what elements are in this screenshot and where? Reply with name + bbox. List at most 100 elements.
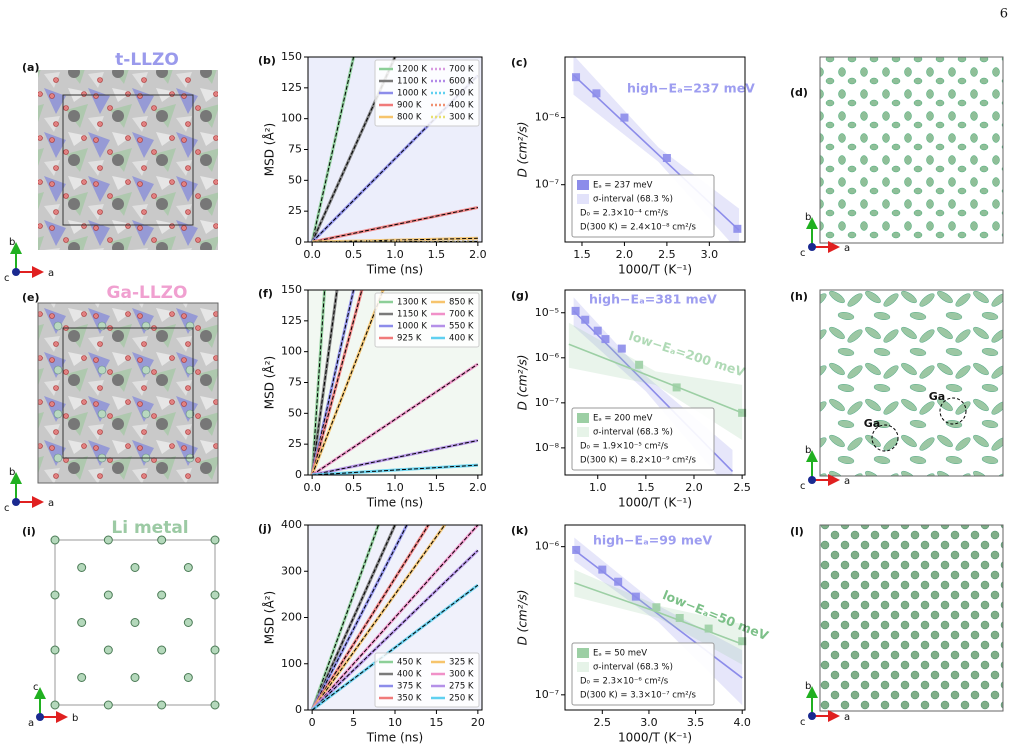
panel-label: (c) <box>511 56 528 69</box>
legend-label: σ-interval (68.3 %) <box>593 428 673 438</box>
x-tick-label: 2.0 <box>469 248 487 261</box>
x-tick-label: 1.0 <box>386 481 404 494</box>
legend-label: 700 K <box>449 310 474 320</box>
axis-label: c <box>800 717 806 728</box>
legend-label: 400 K <box>449 101 474 111</box>
legend-label: Eₐ = 50 meV <box>593 649 647 659</box>
annotation: high−Eₐ=99 meV <box>593 533 712 548</box>
legend-label: 700 K <box>449 65 474 75</box>
legend-label: 500 K <box>449 89 474 99</box>
fit-line <box>312 439 478 475</box>
atom <box>77 563 87 572</box>
axis-label: a <box>28 718 34 729</box>
axis-label: a <box>844 476 850 487</box>
legend-label: 1100 K <box>397 77 427 87</box>
atom <box>157 700 167 710</box>
data-point <box>593 326 602 335</box>
structure-image <box>819 524 1004 712</box>
annotation: Ga <box>864 417 880 430</box>
legend-label: 1000 K <box>397 322 427 332</box>
y-tick-label: 0 <box>295 235 302 248</box>
legend-box <box>374 292 480 348</box>
legend-label: 925 K <box>397 334 422 344</box>
panel-label: (k) <box>511 524 528 537</box>
atom <box>130 673 140 682</box>
ga-site <box>939 397 967 425</box>
plot-frame <box>307 524 483 711</box>
legend-label: 400 K <box>449 334 474 344</box>
y-tick-label: 100 <box>281 112 302 125</box>
atom <box>103 590 113 600</box>
atom <box>50 700 60 710</box>
y-tick-label: 25 <box>288 437 302 450</box>
sigma-band <box>574 569 743 665</box>
x-tick-label: 20 <box>471 716 485 729</box>
legend-label: D(300 K) = 8.2×10⁻⁹ cm²/s <box>580 456 696 466</box>
y-axis-label: D (cm²/s) <box>516 122 530 178</box>
fit-line <box>311 525 396 710</box>
x-tick-label: 2.0 <box>685 481 703 494</box>
y-axis-label: MSD (Å²) <box>262 591 277 644</box>
atom <box>130 618 140 627</box>
axis-label: a <box>844 243 850 254</box>
data-point <box>598 565 607 574</box>
x-tick-label: 1.5 <box>573 248 591 261</box>
data-point <box>631 592 640 601</box>
y-tick-label: 10⁻⁸ <box>535 441 560 454</box>
x-tick-label: 3.5 <box>687 716 705 729</box>
x-tick-label: 0.5 <box>345 248 363 261</box>
axis-origin <box>808 476 816 484</box>
panel-label: (l) <box>790 525 804 538</box>
data-point <box>738 637 747 646</box>
panel-label: (h) <box>790 290 808 303</box>
y-tick-label: 50 <box>288 406 302 419</box>
axis-origin <box>12 498 20 506</box>
data-point <box>733 224 742 233</box>
plot-frame <box>564 56 746 243</box>
data-point <box>635 360 644 369</box>
atom <box>157 535 167 545</box>
y-axis-label: MSD (Å²) <box>262 356 277 409</box>
y-tick-label: 10⁻⁷ <box>535 688 559 701</box>
legend-label: σ-interval (68.3 %) <box>593 663 673 673</box>
axis-label: a <box>844 712 850 723</box>
y-tick-label: 125 <box>281 314 302 327</box>
data-point <box>601 335 610 344</box>
series-group <box>310 290 479 475</box>
x-axis-label: 1000/T (K⁻¹) <box>618 731 692 745</box>
atom <box>77 673 87 682</box>
legend-label: 275 K <box>449 682 474 692</box>
axis-origin <box>808 243 816 251</box>
x-tick-label: 2.5 <box>658 248 676 261</box>
legend-label: 800 K <box>397 113 422 123</box>
y-tick-label: 50 <box>288 173 302 186</box>
legend-label: Eₐ = 237 meV <box>593 181 653 191</box>
axis-label: b <box>9 467 15 478</box>
data-point <box>652 603 661 612</box>
data-point <box>614 577 623 586</box>
atom <box>183 673 193 682</box>
panel-label: (d) <box>790 86 808 99</box>
atom <box>130 563 140 572</box>
axis-origin <box>36 713 44 721</box>
fit-line <box>311 290 355 475</box>
legend-swatch <box>577 648 589 658</box>
plot-frame <box>564 524 746 711</box>
x-tick-label: 0 <box>309 716 316 729</box>
legend-label: 400 K <box>397 670 422 680</box>
data-point <box>620 113 629 122</box>
y-axis-label: D (cm²/s) <box>516 355 530 411</box>
structure-image <box>37 302 219 484</box>
y-tick-label: 10⁻⁶ <box>535 540 560 553</box>
x-tick-label: 3.0 <box>701 248 719 261</box>
y-tick-label: 0 <box>295 468 302 481</box>
x-tick-label: 2.0 <box>616 248 634 261</box>
legend-label: 600 K <box>449 77 474 87</box>
fit-line <box>311 525 379 710</box>
panel-label: (f) <box>258 287 273 300</box>
atom <box>183 618 193 627</box>
fit-line <box>312 237 478 242</box>
annotation: high−Eₐ=237 meV <box>627 81 755 96</box>
